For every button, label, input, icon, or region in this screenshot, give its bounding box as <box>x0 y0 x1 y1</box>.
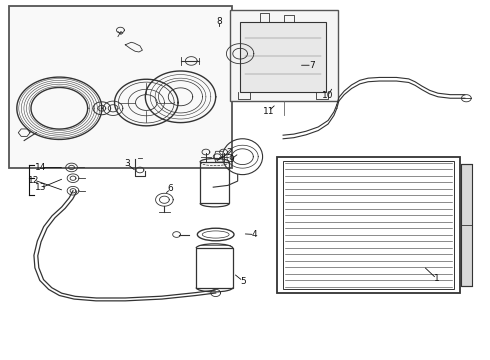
Text: 6: 6 <box>168 184 173 193</box>
Text: 10: 10 <box>322 91 334 100</box>
Bar <box>277 157 460 293</box>
Bar <box>283 161 454 289</box>
Text: 3: 3 <box>124 159 130 168</box>
Text: 8: 8 <box>217 17 222 26</box>
Bar <box>196 248 233 288</box>
Text: 11: 11 <box>263 107 274 116</box>
Text: 13: 13 <box>35 183 47 192</box>
Text: 12: 12 <box>28 176 40 185</box>
Bar <box>230 10 338 101</box>
Text: 5: 5 <box>240 276 246 285</box>
Text: 9: 9 <box>228 155 234 164</box>
Text: 14: 14 <box>35 163 47 172</box>
Text: 1: 1 <box>434 274 440 283</box>
Bar <box>462 164 472 286</box>
Bar <box>240 22 326 92</box>
Bar <box>8 6 232 168</box>
Bar <box>200 162 229 203</box>
Text: 7: 7 <box>309 61 315 70</box>
Text: 2: 2 <box>226 148 232 157</box>
Text: 4: 4 <box>252 230 258 239</box>
